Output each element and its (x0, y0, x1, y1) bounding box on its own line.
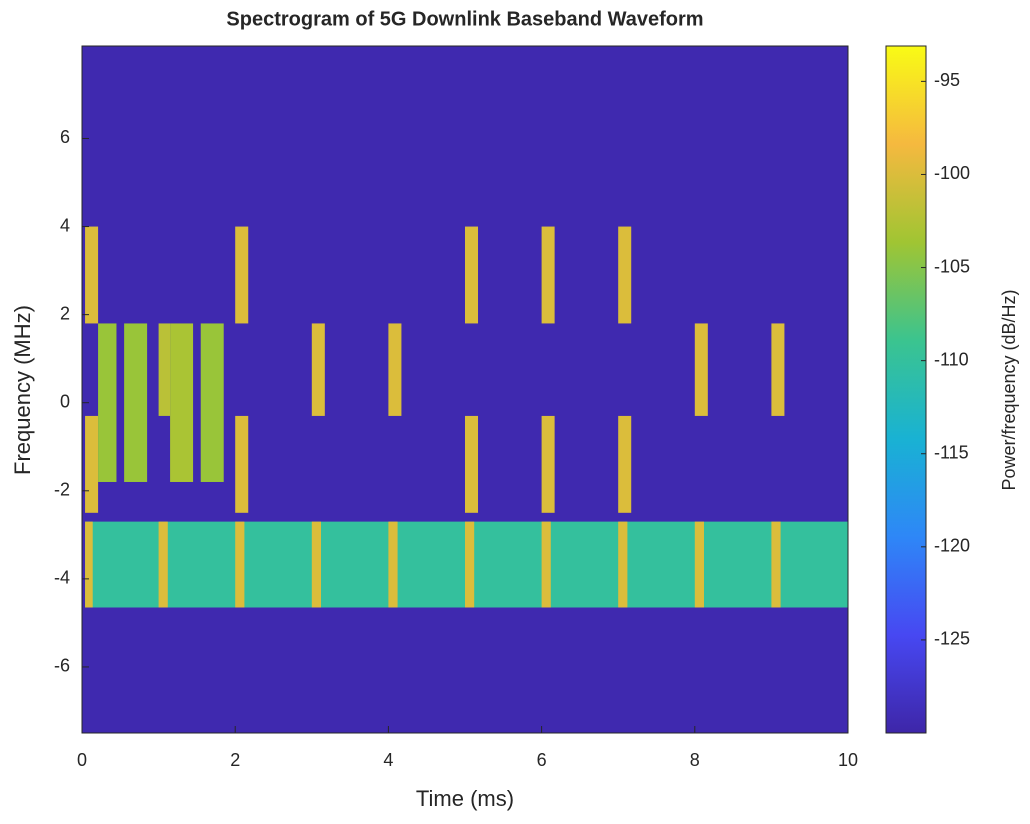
spectral-region (311, 521, 321, 608)
spectral-region (235, 521, 245, 608)
x-tick-label: 4 (383, 750, 393, 770)
spectral-region (85, 226, 99, 324)
x-axis-label: Time (ms) (416, 786, 514, 811)
spectral-region (311, 323, 325, 416)
colorbar-tick-label: -105 (934, 256, 970, 276)
spectral-region (124, 323, 148, 482)
spectral-region (771, 521, 781, 608)
chart-title: Spectrogram of 5G Downlink Baseband Wave… (226, 8, 703, 30)
y-tick-label: 4 (60, 215, 70, 235)
spectral-region (85, 415, 99, 513)
y-axis-label: Frequency (MHz) (10, 305, 35, 475)
spectral-region (170, 323, 194, 482)
colorbar-tick-label: -110 (934, 349, 969, 369)
spectral-region (771, 323, 785, 416)
colorbar-tick-label: -125 (934, 629, 970, 649)
y-tick-label: 6 (60, 127, 70, 147)
colorbar-tick-label: -100 (934, 163, 970, 183)
x-tick-label: 10 (838, 750, 858, 770)
spectral-region (388, 521, 398, 608)
spectral-region (541, 521, 551, 608)
y-tick-label: -2 (54, 480, 70, 500)
y-tick-label: 2 (60, 303, 70, 323)
spectral-region (541, 415, 555, 513)
spectral-region (618, 415, 632, 513)
spectral-region (158, 521, 168, 608)
spectral-region (85, 521, 93, 608)
colorbar-label: Power/frequency (dB/Hz) (999, 289, 1019, 490)
spectral-region (158, 323, 171, 416)
spectral-region (235, 226, 249, 324)
colorbar (885, 45, 927, 734)
y-tick-label: -4 (54, 568, 70, 588)
colorbar-tick-label: -95 (934, 70, 960, 90)
spectral-region (618, 226, 632, 324)
spectral-region (694, 323, 708, 416)
spectral-region (541, 226, 555, 324)
spectral-region (98, 323, 117, 482)
spectral-region (465, 226, 479, 324)
x-tick-label: 8 (690, 750, 700, 770)
spectral-region (200, 323, 224, 482)
spectral-region (235, 415, 249, 513)
spectral-region (465, 415, 479, 513)
spectral-region (694, 521, 704, 608)
x-tick-label: 6 (537, 750, 547, 770)
plot-frame (81, 45, 849, 734)
spectral-region (388, 323, 402, 416)
y-tick-label: -6 (54, 656, 70, 676)
x-tick-label: 0 (77, 750, 87, 770)
spectral-region (465, 521, 475, 608)
y-tick-label: 0 (60, 391, 70, 411)
plot-background (82, 46, 848, 733)
colorbar-tick-label: -120 (934, 536, 970, 556)
x-tick-label: 2 (230, 750, 240, 770)
spectral-region (618, 521, 628, 608)
colorbar-tick-label: -115 (934, 442, 969, 462)
